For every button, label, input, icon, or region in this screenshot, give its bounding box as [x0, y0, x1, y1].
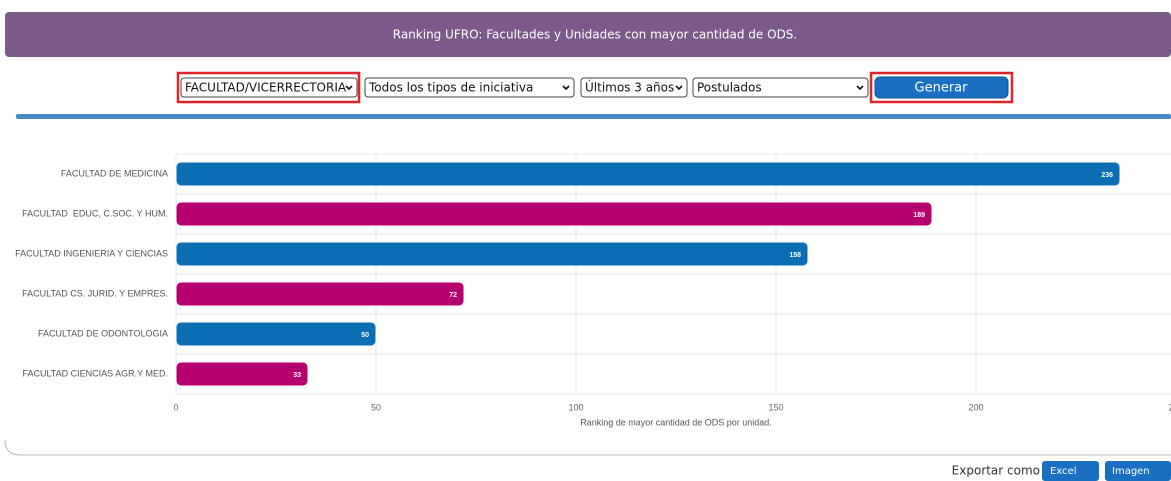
data-label: 236	[1101, 172, 1113, 179]
header-title: Ranking UFRO: Facultades y Unidades con …	[393, 28, 797, 42]
x-tick-label: 0	[173, 402, 178, 412]
dropdown-chevron[interactable]	[675, 85, 683, 91]
x-tick-label: 200	[968, 402, 983, 412]
dropdown[interactable]	[580, 77, 688, 98]
y-tick-label: FACULTAD CS. JURID. Y EMPRES.	[22, 288, 168, 298]
x-tick-label: 150	[768, 402, 783, 412]
y-tick-label: FACULTAD DE ODONTOLOGIA	[38, 328, 168, 338]
bar	[175, 321, 377, 347]
panel-border	[4, 439, 1171, 456]
x-axis-title: Ranking de mayor cantidad de ODS por uni…	[580, 417, 772, 427]
x-tick-label: 250	[1168, 402, 1171, 412]
dropdown-label[interactable]: Postulados	[697, 81, 762, 95]
separator	[16, 114, 1171, 119]
y-tick-label: FACULTAD DE MEDICINA	[61, 168, 168, 178]
generate-button[interactable]	[874, 76, 1009, 99]
bar	[175, 201, 933, 227]
bar	[175, 281, 465, 307]
y-tick-label: FACULTAD CIENCIAS AGR.Y MED.	[22, 368, 168, 378]
dropdown[interactable]	[180, 77, 358, 98]
highlight	[869, 71, 1014, 104]
header-bar	[5, 12, 1171, 57]
bar	[175, 241, 809, 267]
bar	[175, 161, 1121, 187]
dropdown-chevron[interactable]	[856, 85, 864, 91]
dropdown-chevron[interactable]	[562, 85, 570, 91]
dropdown[interactable]	[692, 77, 869, 98]
generate-button-label[interactable]: Generar	[915, 81, 969, 96]
export-button[interactable]	[1042, 461, 1099, 481]
dropdown[interactable]	[364, 77, 575, 98]
x-tick-label: 100	[568, 402, 583, 412]
data-label: 158	[789, 252, 801, 259]
export-button[interactable]	[1105, 461, 1171, 481]
highlight	[176, 71, 361, 104]
data-label: 72	[449, 292, 457, 299]
dropdown-label[interactable]: Últimos 3 años	[585, 80, 674, 95]
export-button-label[interactable]: Imagen	[1112, 466, 1150, 477]
data-label: 189	[913, 212, 925, 219]
bar	[175, 361, 309, 387]
data-label: 33	[293, 372, 301, 379]
export-button-label[interactable]: Excel	[1050, 466, 1077, 477]
y-tick-label: FACULTAD INGENIERIA Y CIENCIAS	[15, 248, 168, 258]
y-tick-label: FACULTAD EDUC, C.SOC. Y HUM.	[22, 208, 168, 218]
x-tick-label: 50	[371, 402, 381, 412]
dropdown-chevron[interactable]	[345, 85, 353, 91]
dropdown-label[interactable]: FACULTAD/VICERRECTORIA	[185, 81, 347, 95]
export-label: Exportar como	[952, 464, 1040, 478]
data-label: 50	[361, 332, 369, 339]
dropdown-label[interactable]: Todos los tipos de iniciativa	[368, 81, 533, 95]
